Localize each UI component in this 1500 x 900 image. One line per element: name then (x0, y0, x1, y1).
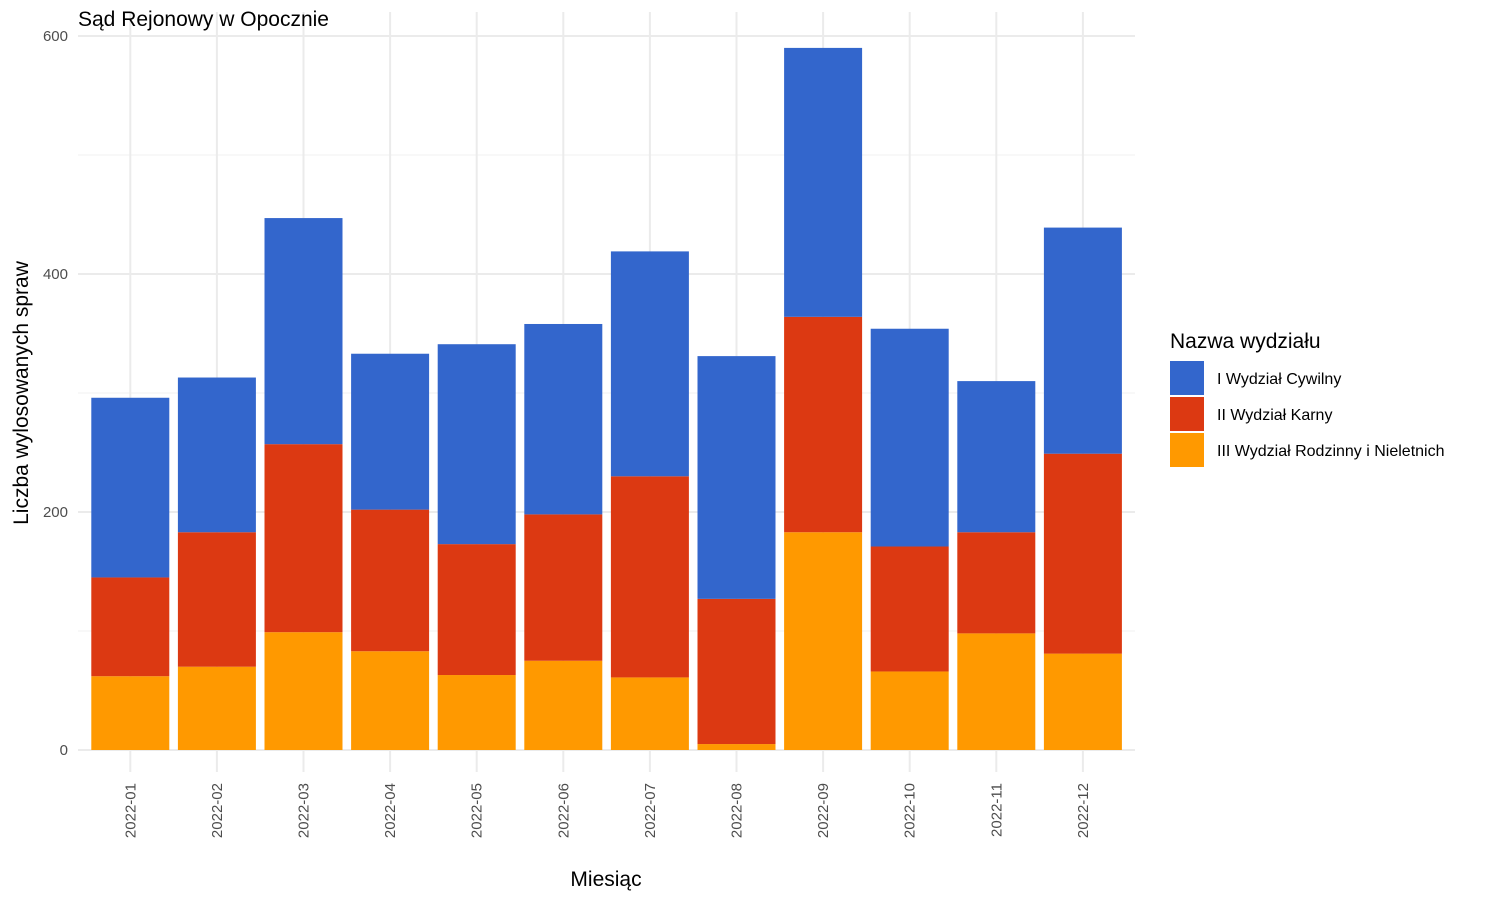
legend-label: II Wydział Karny (1217, 407, 1332, 424)
bar-segment (697, 744, 776, 750)
bar-segment (1043, 653, 1122, 750)
bar-segment (91, 676, 170, 750)
bar-segment (957, 532, 1036, 634)
bar-segment (870, 546, 949, 672)
x-tick-label: 2022-04 (382, 783, 399, 838)
bar-segment (870, 671, 949, 750)
bar-segment (1043, 227, 1122, 454)
bar-segment (610, 476, 689, 678)
legend-title: Nazwa wydziału (1170, 330, 1321, 353)
bar-segment (437, 675, 516, 750)
legend-swatch (1170, 397, 1204, 431)
bar-segment (1043, 453, 1122, 654)
x-axis-title: Miesiąc (570, 868, 641, 891)
bar-segment (177, 666, 256, 750)
x-tick-label: 2022-02 (209, 783, 226, 838)
bar-segment (264, 632, 343, 750)
bar-segment (351, 651, 430, 750)
bar-segment (437, 344, 516, 545)
bars (91, 47, 1122, 750)
bar-segment (177, 532, 256, 667)
bar-segment (524, 323, 603, 515)
y-tick-label: 400 (43, 266, 68, 283)
bar-segment (610, 677, 689, 750)
y-tick-label: 600 (43, 28, 68, 45)
bar-segment (697, 598, 776, 745)
bar-segment (524, 514, 603, 661)
bar-segment (697, 356, 776, 599)
x-axis: 2022-01 2022-02 2022-03 2022-04 2022-05 2022-… (122, 783, 1092, 838)
bar-segment (264, 218, 343, 445)
x-tick-label: 2022-05 (469, 783, 486, 838)
bar-segment (610, 251, 689, 477)
y-axis-title: Liczba wylosowanych spraw (10, 260, 33, 525)
legend-label: III Wydział Rodzinny i Nieletnich (1217, 443, 1445, 460)
x-tick-label: 2022-01 (122, 783, 139, 838)
bar-segment (264, 444, 343, 633)
bar-segment (784, 532, 863, 750)
x-tick-label: 2022-09 (815, 783, 832, 838)
bar-segment (870, 328, 949, 547)
bar-segment (91, 397, 170, 578)
bar-segment (351, 353, 430, 510)
x-tick-label: 2022-06 (555, 783, 572, 838)
bar-segment (437, 544, 516, 676)
y-axis: 0 200 400 600 (43, 28, 68, 759)
legend-label: I Wydział Cywilny (1217, 371, 1341, 388)
bar-segment (784, 316, 863, 533)
bar-segment (91, 577, 170, 677)
bar-segment (957, 381, 1036, 533)
y-tick-label: 200 (43, 504, 68, 521)
bar-segment (957, 633, 1036, 750)
x-tick-label: 2022-12 (1075, 783, 1092, 838)
bar-segment (177, 377, 256, 533)
x-tick-label: 2022-08 (729, 783, 746, 838)
bar-segment (351, 509, 430, 652)
x-tick-label: 2022-03 (296, 783, 313, 838)
chart-title: Sąd Rejonowy w Opocznie (78, 8, 329, 31)
x-tick-label: 2022-10 (902, 783, 919, 838)
legend-swatch (1170, 361, 1204, 395)
bar-segment (784, 47, 863, 317)
legend: Nazwa wydziału I Wydział Cywilny II Wydzi… (1170, 330, 1445, 467)
x-tick-label: 2022-11 (988, 783, 1005, 837)
y-tick-label: 0 (60, 742, 68, 759)
bar-segment (524, 660, 603, 750)
x-tick-label: 2022-07 (642, 783, 659, 838)
legend-swatch (1170, 433, 1204, 467)
